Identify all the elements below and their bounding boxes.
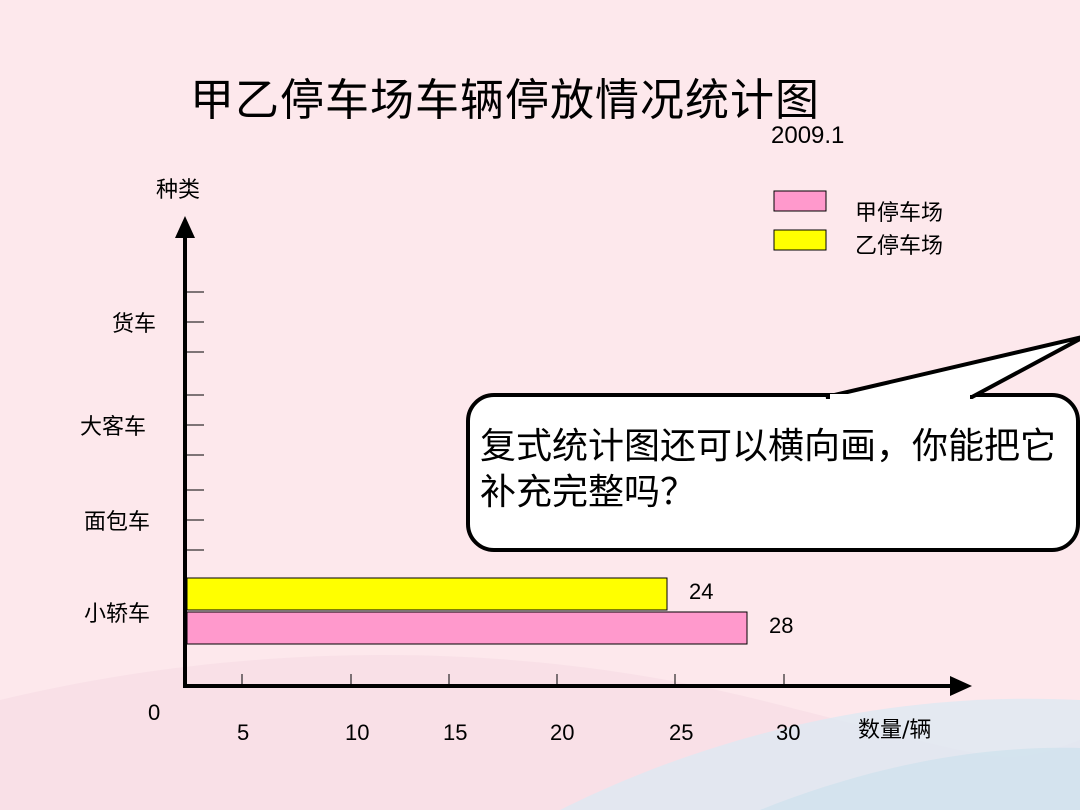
x-tick-label-15: 15 bbox=[443, 720, 468, 745]
x-tick-label-10: 10 bbox=[345, 720, 370, 745]
x-tick-label-20: 20 bbox=[550, 720, 575, 745]
data-label-yi-0: 24 bbox=[689, 579, 714, 604]
bubble-question: 复式统计图还可以横向画，你能把它补充完整吗？ bbox=[480, 426, 1057, 513]
x-tick-label-5: 5 bbox=[237, 720, 250, 745]
category-label-2: 大客车 bbox=[80, 415, 147, 440]
speech-bubble bbox=[466, 335, 1080, 552]
data-label-jia-0: 28 bbox=[769, 613, 794, 638]
legend-swatch-yi bbox=[773, 229, 827, 251]
category-label-3: 货车 bbox=[112, 312, 157, 337]
legend-swatch-jia bbox=[773, 190, 827, 212]
category-label-1: 面包车 bbox=[84, 510, 151, 535]
x-tick-label-25: 25 bbox=[669, 720, 694, 745]
x-axis-label: 数量/辆 bbox=[858, 718, 932, 743]
legend-label-yi: 乙停车场 bbox=[855, 234, 944, 259]
legend-label-jia: 甲停车场 bbox=[855, 201, 944, 226]
bar-yi-0 bbox=[186, 577, 668, 611]
bar-jia-0 bbox=[186, 611, 748, 645]
origin-label: 0 bbox=[148, 700, 161, 725]
x-axis-arrow bbox=[950, 676, 972, 696]
x-tick-label-30: 30 bbox=[776, 720, 801, 745]
y-axis-arrow bbox=[175, 216, 195, 238]
chart-date: 2009.1 bbox=[771, 122, 845, 149]
y-axis-label: 种类 bbox=[156, 178, 201, 203]
category-label-0: 小轿车 bbox=[84, 602, 151, 627]
chart-title: 甲乙停车场车辆停放情况统计图 bbox=[190, 75, 820, 126]
